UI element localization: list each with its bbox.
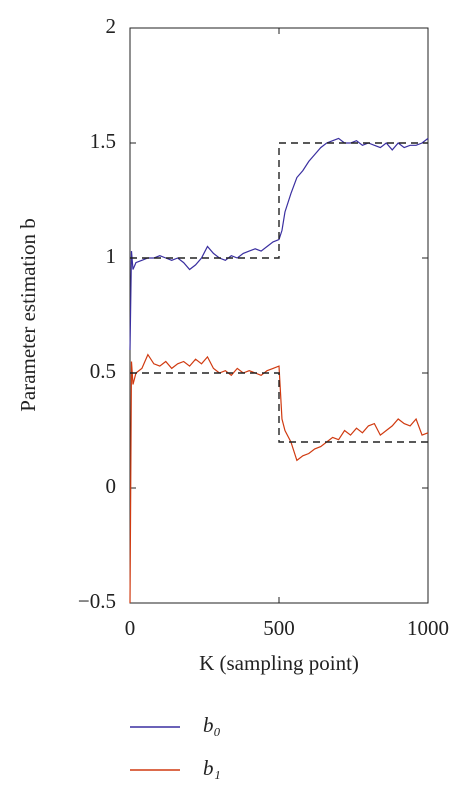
series-line	[129, 353, 429, 604]
y-tick-label: 1.5	[90, 129, 116, 153]
x-tick-label: 500	[263, 616, 295, 640]
y-tick-label: 2	[106, 14, 117, 38]
y-tick-label: 0	[106, 474, 117, 498]
x-tick-label: 1000	[407, 616, 449, 640]
y-tick-label: 1	[106, 244, 117, 268]
x-axis-label: K (sampling point)	[199, 651, 359, 675]
legend-label: b₁	[203, 756, 221, 780]
y-axis-label: Parameter estimation b	[16, 218, 40, 412]
legend-label: b₀	[203, 713, 221, 737]
plot-frame	[129, 27, 429, 604]
reference-line	[130, 142, 428, 259]
y-tick-label: 0.5	[90, 359, 116, 383]
x-tick-label: 0	[125, 616, 136, 640]
reference-line	[130, 372, 428, 443]
y-tick-label: −0.5	[78, 589, 116, 613]
series-line	[129, 137, 429, 351]
